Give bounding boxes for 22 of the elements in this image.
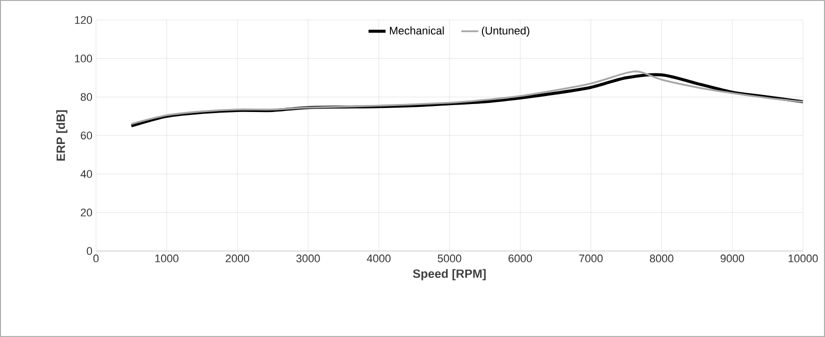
x-tick-label: 0 xyxy=(93,254,99,262)
y-tick-label: 40 xyxy=(80,170,92,178)
x-tick-label: 9000 xyxy=(720,254,744,262)
x-tick-label: 1000 xyxy=(155,254,178,262)
x-tick-label: 10000 xyxy=(788,254,818,262)
y-tick-label: 100 xyxy=(75,54,92,62)
x-tick-label: 8000 xyxy=(650,254,674,262)
y-tick-label: 20 xyxy=(80,208,92,216)
x-tick-label: 2000 xyxy=(226,254,250,262)
x-tick-label: 6000 xyxy=(508,254,532,262)
legend-label: (Untuned) xyxy=(482,26,530,37)
x-tick-label: 4000 xyxy=(366,254,391,262)
x-tick-label: 3000 xyxy=(296,254,320,262)
y-tick-label: 0 xyxy=(86,247,92,255)
legend-label: Mechanical xyxy=(390,26,444,35)
y-axis-title: ERP [dB] xyxy=(56,110,68,161)
y-tick-label: 80 xyxy=(80,93,92,101)
y-tick-label: 60 xyxy=(80,132,92,140)
y-tick-label: 120 xyxy=(75,16,92,24)
x-tick-label: 7000 xyxy=(579,254,603,262)
x-axis-title: Speed [RPM] xyxy=(412,269,486,280)
x-tick-label: 5000 xyxy=(438,254,462,262)
